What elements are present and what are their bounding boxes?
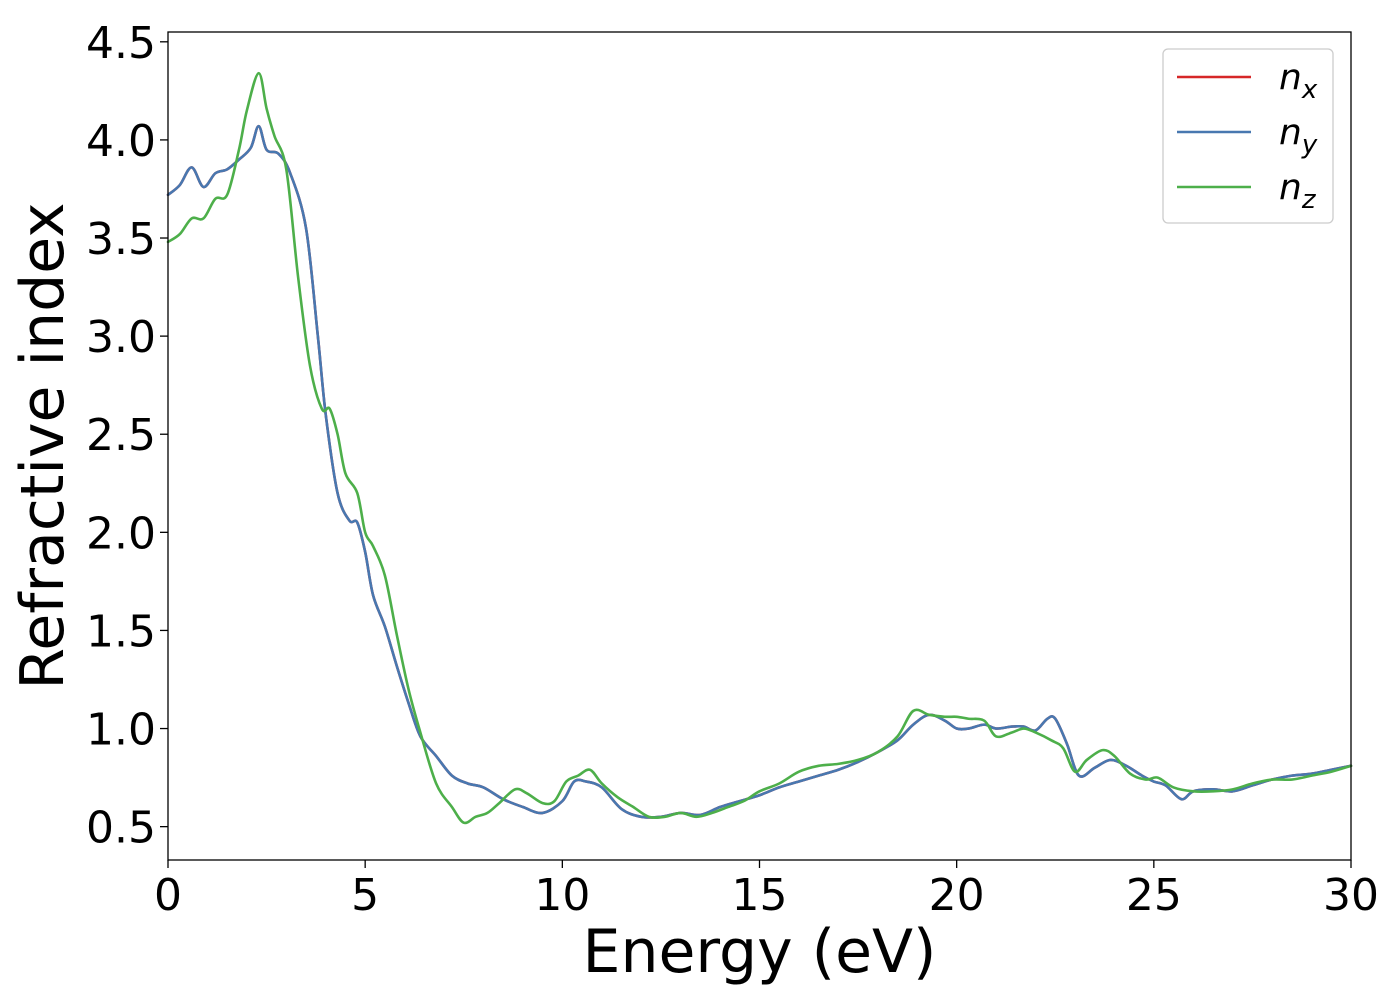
- x-tick-label: 30: [1323, 870, 1379, 921]
- y-tick-label: 4.0: [86, 116, 156, 167]
- x-tick-label: 10: [534, 870, 590, 921]
- y-tick-label: 0.5: [86, 803, 156, 854]
- x-tick-label: 20: [929, 870, 985, 921]
- x-tick-label: 0: [154, 870, 182, 921]
- x-tick-label: 25: [1126, 870, 1182, 921]
- y-tick-label: 3.0: [86, 312, 156, 363]
- y-axis-title: Refractive index: [8, 202, 78, 689]
- y-tick-label: 3.5: [86, 214, 156, 265]
- legend: nx ny nz: [1162, 48, 1334, 224]
- legend-label-n-x: nx: [1279, 57, 1318, 105]
- legend-label-n-z: nz: [1279, 167, 1317, 215]
- x-axis: 0 5 10 15 20 25 30: [154, 860, 1379, 921]
- series-line-n-y: [166, 124, 1353, 819]
- series-layer: [166, 71, 1353, 825]
- x-tick-label: 15: [732, 870, 788, 921]
- x-tick-label: 5: [351, 870, 379, 921]
- y-tick-label: 2.0: [86, 508, 156, 559]
- legend-label-n-y: ny: [1279, 112, 1318, 160]
- y-tick-label: 4.5: [86, 18, 156, 69]
- x-axis-title: Energy (eV): [583, 917, 937, 987]
- legend-frame: [1162, 48, 1334, 224]
- y-axis: 0.5 1.0 1.5 2.0 2.5 3.0 3.5 4.0 4.5: [86, 18, 168, 854]
- y-tick-label: 2.5: [86, 410, 156, 461]
- y-tick-label: 1.0: [86, 705, 156, 756]
- y-tick-label: 1.5: [86, 606, 156, 657]
- series-line-n-z: [166, 71, 1353, 825]
